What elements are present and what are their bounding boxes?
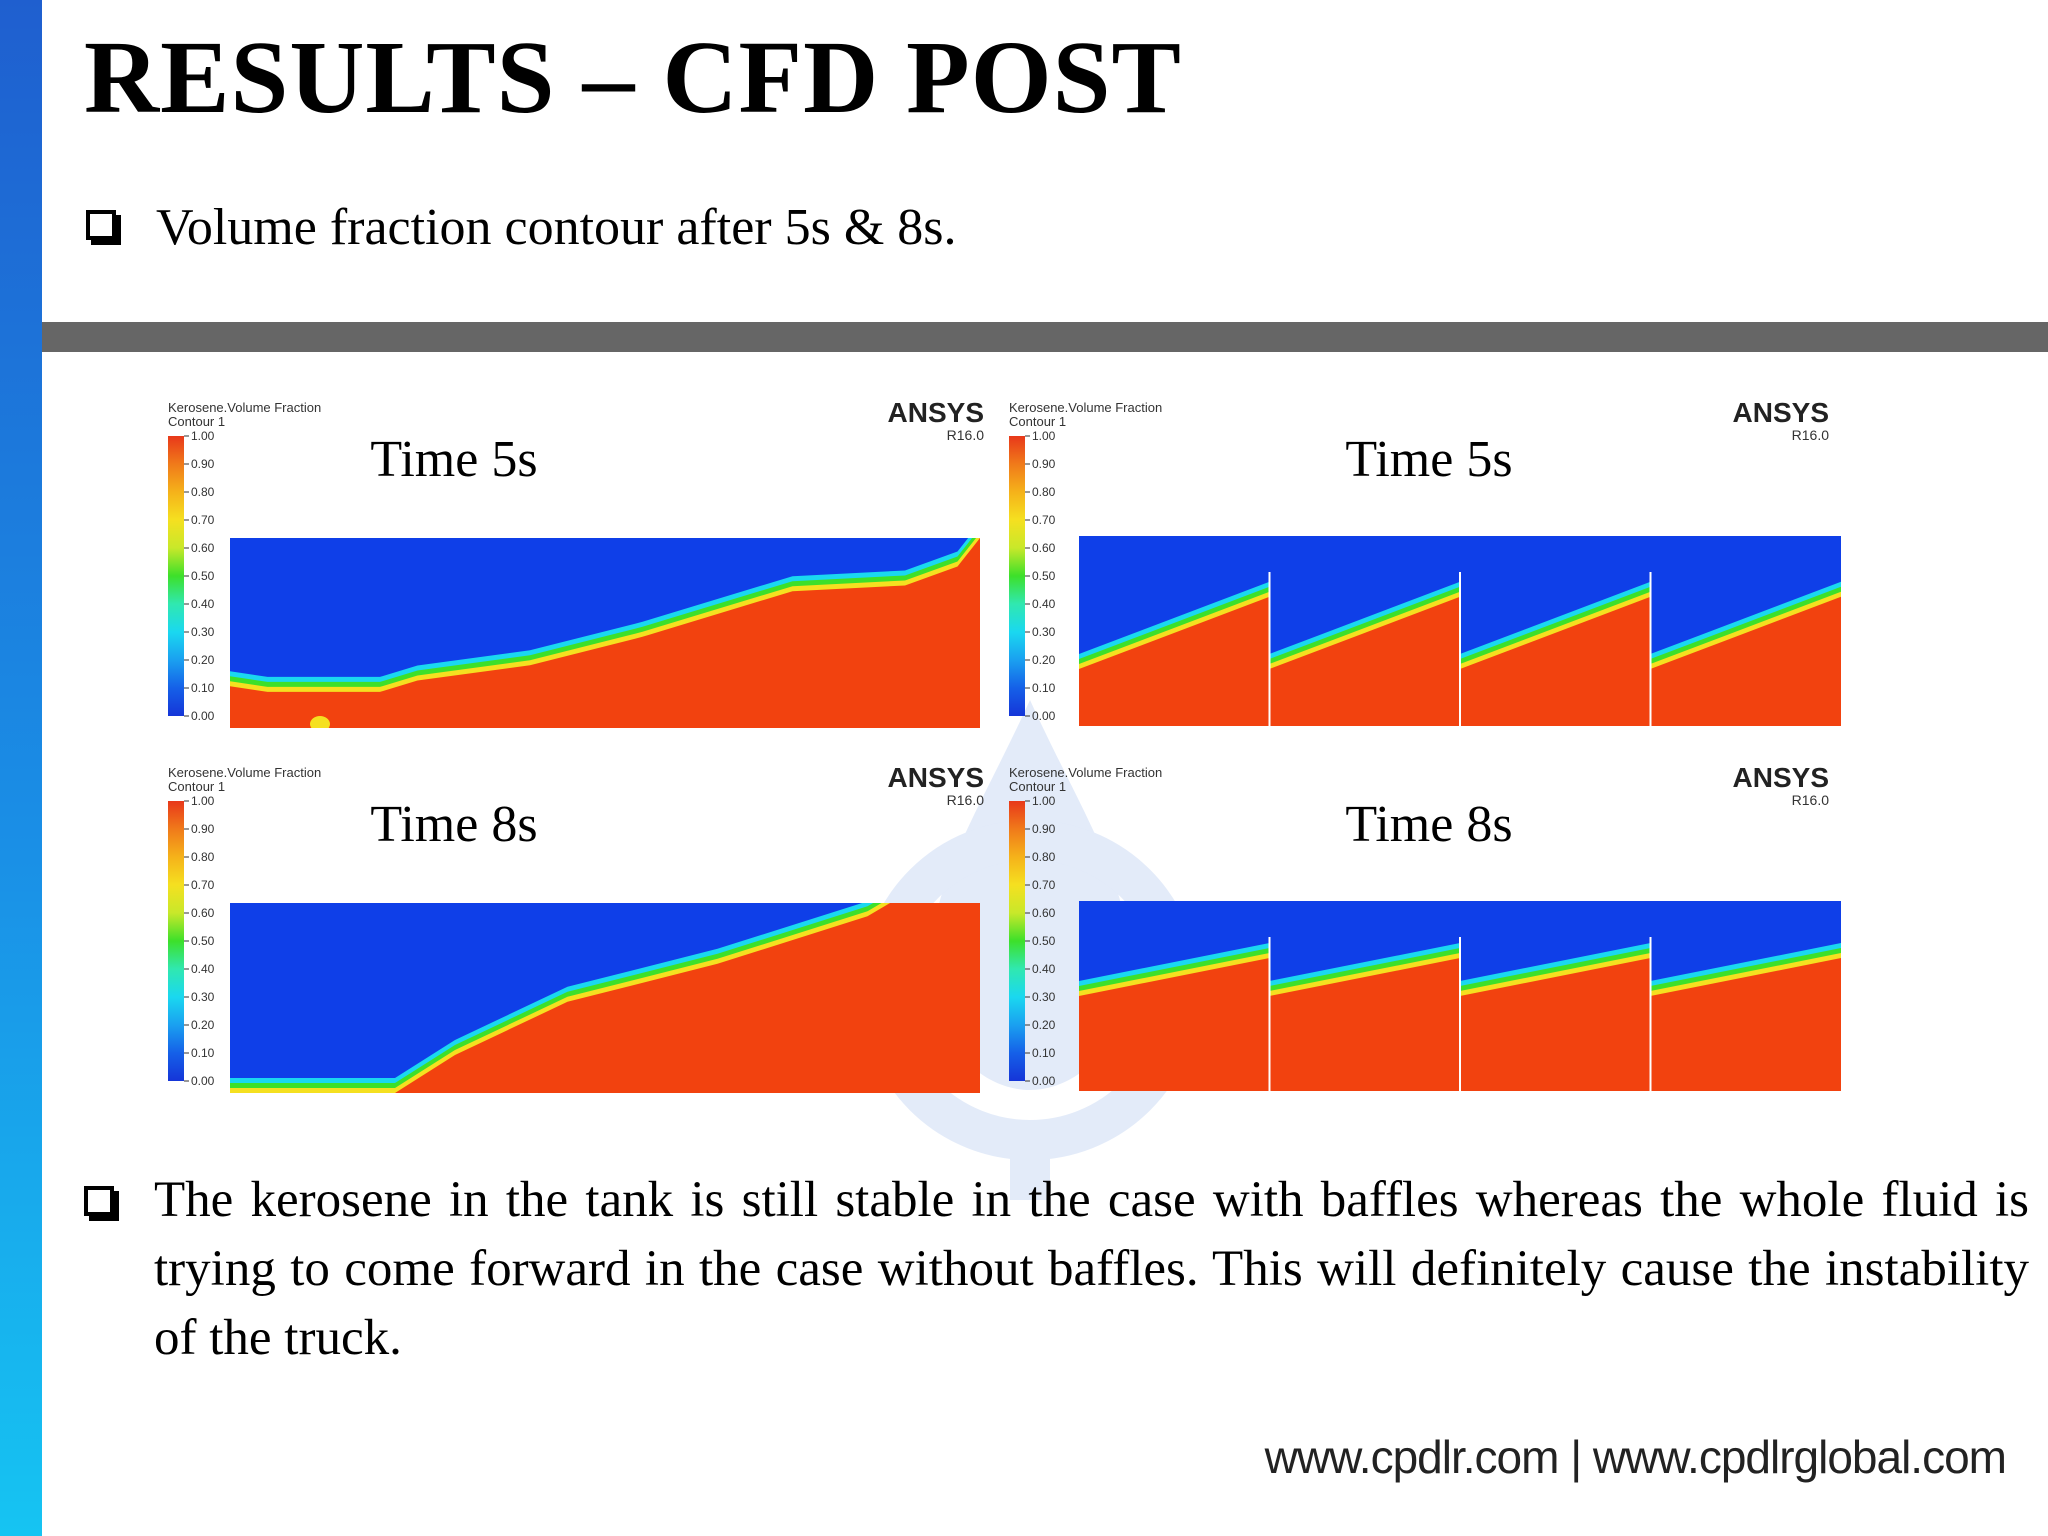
legend-color-bar (168, 801, 184, 1081)
legend-tick-label: 0.20 (1032, 653, 1056, 667)
legend-tick-label: 0.90 (191, 457, 215, 471)
legend-tick-label: 0.50 (191, 569, 215, 583)
ansys-brand-label: ANSYS (1733, 762, 1829, 793)
legend-tick-label: 0.10 (191, 1046, 215, 1060)
legend-tick-label: 0.60 (191, 906, 215, 920)
legend-tick-label: 0.30 (191, 625, 215, 639)
legend-tick-label: 0.10 (191, 681, 215, 695)
ansys-version-label: R16.0 (1792, 427, 1830, 443)
contour-panel-baffles-5s: Kerosene.Volume Fraction Contour 1 1.00 0.9… (1009, 370, 1929, 730)
legend-tick-label: 0.40 (1032, 962, 1056, 976)
contour-panel-baffles-8s: Kerosene.Volume Fraction Contour 1 1.00 0.9… (1009, 735, 1929, 1095)
checkbox-bullet-icon (86, 210, 116, 240)
legend-tick-label: 1.00 (191, 794, 215, 808)
legend-subtitle: Contour 1 (168, 414, 225, 429)
legend-tick-label: 0.00 (1032, 1074, 1056, 1088)
legend-tick-label: 0.70 (1032, 878, 1056, 892)
legend-subtitle: Contour 1 (1009, 779, 1066, 794)
legend-tick-label: 1.00 (1032, 429, 1056, 443)
section-divider (42, 322, 2048, 352)
legend-tick-label: 0.30 (1032, 990, 1056, 1004)
ansys-brand-label: ANSYS (1733, 397, 1829, 428)
time-label: Time 5s (370, 431, 537, 488)
checkbox-bullet-icon (84, 1186, 114, 1216)
legend-tick-label: 0.30 (1032, 625, 1056, 639)
legend-tick-label: 0.20 (191, 653, 215, 667)
legend-title: Kerosene.Volume Fraction (168, 400, 321, 415)
conclusion-paragraph: The kerosene in the tank is still stable… (84, 1166, 2029, 1373)
legend-title: Kerosene.Volume Fraction (1009, 765, 1162, 780)
legend-tick-label: 0.70 (191, 878, 215, 892)
bullet-volume-fraction: Volume fraction contour after 5s & 8s. (86, 198, 957, 257)
legend-tick-label: 0.50 (1032, 569, 1056, 583)
legend-tick-label: 0.80 (191, 850, 215, 864)
ansys-version-label: R16.0 (947, 427, 985, 443)
legend-title: Kerosene.Volume Fraction (1009, 400, 1162, 415)
legend-tick-label: 0.40 (191, 962, 215, 976)
legend-tick-label: 0.70 (1032, 513, 1056, 527)
ansys-version-label: R16.0 (947, 792, 985, 808)
legend-tick-label: 0.40 (191, 597, 215, 611)
legend-tick-label: 0.60 (1032, 906, 1056, 920)
legend-color-bar (1009, 436, 1025, 716)
legend-tick-label: 0.30 (191, 990, 215, 1004)
legend-tick-label: 0.60 (191, 541, 215, 555)
legend-tick-label: 0.50 (191, 934, 215, 948)
legend-tick-label: 0.40 (1032, 597, 1056, 611)
legend-color-bar (168, 436, 184, 716)
legend-tick-label: 1.00 (1032, 794, 1056, 808)
legend-tick-label: 0.20 (1032, 1018, 1056, 1032)
legend-tick-label: 0.00 (191, 709, 215, 723)
legend-tick-label: 0.60 (1032, 541, 1056, 555)
legend-title: Kerosene.Volume Fraction (168, 765, 321, 780)
bullet-text-volume-fraction: Volume fraction contour after 5s & 8s. (156, 199, 957, 256)
legend-tick-label: 0.00 (1032, 709, 1056, 723)
time-label: Time 8s (370, 796, 537, 853)
legend-tick-label: 0.20 (191, 1018, 215, 1032)
conclusion-text: The kerosene in the tank is still stable… (154, 1172, 2029, 1366)
legend-tick-label: 0.10 (1032, 681, 1056, 695)
legend-tick-label: 0.80 (191, 485, 215, 499)
legend-tick-label: 0.90 (191, 822, 215, 836)
time-label: Time 5s (1345, 431, 1512, 488)
legend-tick-label: 0.80 (1032, 485, 1056, 499)
legend-subtitle: Contour 1 (168, 779, 225, 794)
footer-websites: www.cpdlr.com | www.cpdlrglobal.com (1264, 1431, 2007, 1483)
left-accent-bar (0, 0, 42, 1536)
tank-contour (230, 903, 980, 1093)
ansys-brand-label: ANSYS (888, 762, 984, 793)
legend-subtitle: Contour 1 (1009, 414, 1066, 429)
contour-figure: Kerosene.Volume Fraction Contour 1 1.00 0.9… (84, 370, 1964, 1140)
legend-tick-label: 0.50 (1032, 934, 1056, 948)
legend-tick-label: 0.90 (1032, 822, 1056, 836)
legend-tick-label: 1.00 (191, 429, 215, 443)
legend-tick-label: 0.10 (1032, 1046, 1056, 1060)
time-label: Time 8s (1345, 796, 1512, 853)
contour-panel-no-baffles-5s: Kerosene.Volume Fraction Contour 1 1.00 0.9… (84, 370, 1004, 730)
legend-tick-label: 0.90 (1032, 457, 1056, 471)
ansys-brand-label: ANSYS (888, 397, 984, 428)
legend-color-bar (1009, 801, 1025, 1081)
tank-contour (230, 538, 980, 728)
legend-tick-label: 0.00 (191, 1074, 215, 1088)
ansys-version-label: R16.0 (1792, 792, 1830, 808)
legend-tick-label: 0.70 (191, 513, 215, 527)
slide-title: RESULTS – CFD POST (84, 20, 1182, 135)
contour-panel-no-baffles-8s: Kerosene.Volume Fraction Contour 1 1.00 0.9… (84, 735, 1004, 1095)
legend-tick-label: 0.80 (1032, 850, 1056, 864)
